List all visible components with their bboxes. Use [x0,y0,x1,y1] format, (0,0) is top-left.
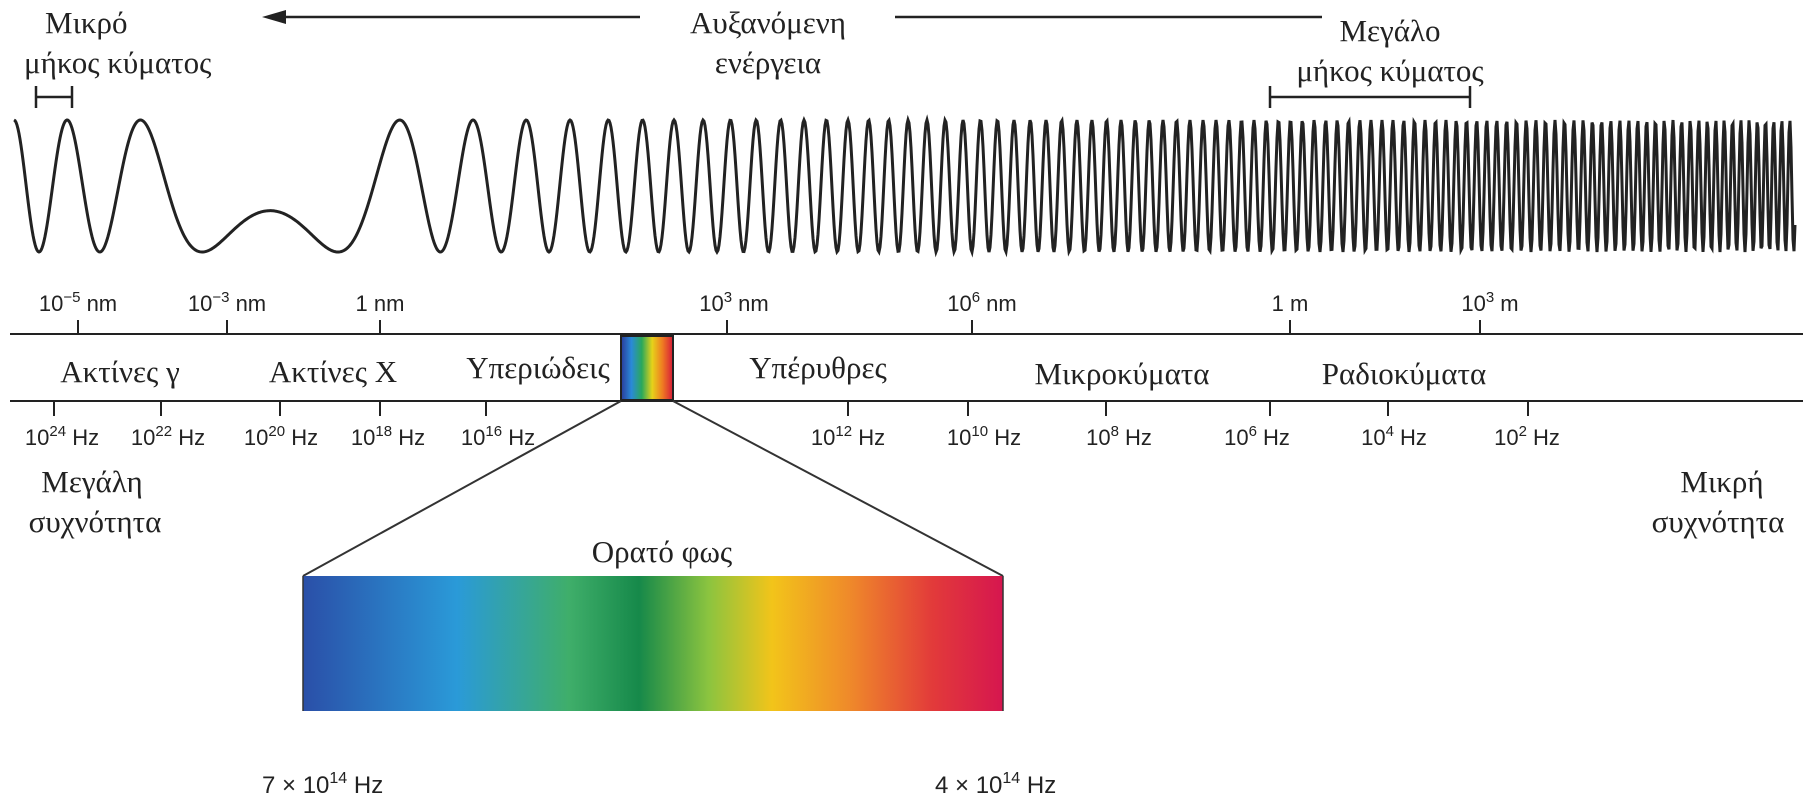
frequency-tick-label: 1022 Hz [131,423,205,450]
short-wavelength-bracket [34,86,74,108]
increasing-energy-label-line1: Αυξανόμενη [690,5,846,40]
wavelength-tick-7: 103 m [1461,289,1519,334]
band-radio-waves: Ραδιοκύματα [1322,356,1486,391]
wavelength-scale: 10−5 nm 10−3 nm 1 nm 103 nm 106 nm 1 m 1… [39,289,1519,334]
wavelength-tick-label: 10−5 nm [39,289,117,316]
zoom-line-right [672,400,1004,577]
long-wavelength-bracket [1268,86,1472,108]
visible-left-frequency: 7 × 1014 Hz [262,770,383,799]
band-microwaves: Μικροκύματα [1034,356,1209,391]
band-infrared: Υπέρυθρες [749,350,887,385]
visible-light-title: Ορατό φως [592,534,732,569]
wavelength-tick-label: 10−3 nm [188,289,266,316]
long-wavelength-label-line2: μήκος κύματος [1296,53,1483,88]
high-frequency-label-line1: Μεγάλη [41,464,143,499]
band-ultraviolet: Υπεριώδεις [466,350,610,385]
wavelength-tick-1: 10−5 nm [39,289,117,334]
frequency-tick-label: 1018 Hz [351,423,425,450]
short-wavelength-label-line2: μήκος κύματος [24,45,211,80]
wavelength-tick-label: 1 nm [356,291,405,316]
increasing-energy-arrow [262,10,1322,24]
visible-spectrum-bar [303,576,1003,711]
wavelength-tick-label: 103 nm [699,289,769,316]
frequency-tick-label: 1012 Hz [811,423,885,450]
frequency-tick-label: 1020 Hz [244,423,318,450]
frequency-tick-label: 108 Hz [1086,423,1152,450]
wavelength-tick-6: 1 m [1272,291,1309,334]
frequency-tick-label: 1016 Hz [461,423,535,450]
short-wavelength-label-line1: Μικρό [45,5,128,40]
wavelength-tick-3: 1 nm [356,291,405,334]
low-frequency-label-line1: Μικρή [1680,464,1763,499]
visible-right-frequency: 4 × 1014 Hz [935,770,1056,799]
frequency-tick-label: 106 Hz [1224,423,1290,450]
band-x-rays: Ακτίνες X [269,354,397,389]
zoom-line-left [302,400,622,577]
low-frequency-label-line2: συχνότητα [1652,504,1785,539]
frequency-tick-label: 102 Hz [1494,423,1560,450]
wavelength-tick-label: 103 m [1461,289,1518,316]
wavelength-tick-4: 103 nm [699,289,769,334]
frequency-tick-label: 1010 Hz [947,423,1021,450]
wavelength-tick-2: 10−3 nm [188,289,266,334]
long-wavelength-label-line1: Μεγάλο [1339,13,1440,48]
wave-curve [13,114,1797,258]
increasing-energy-label-line2: ενέργεια [715,45,821,80]
frequency-scale [53,401,1529,416]
wavelength-tick-label: 106 nm [947,289,1017,316]
wavelength-tick-label: 1 m [1272,291,1309,316]
band-gamma-rays: Ακτίνες γ [60,354,180,389]
wavelength-tick-5: 106 nm [947,289,1017,334]
visible-band-swatch [620,335,674,401]
frequency-tick-label: 104 Hz [1361,423,1427,450]
high-frequency-label-line2: συχνότητα [29,504,162,539]
frequency-tick-label: 1024 Hz [25,423,99,450]
